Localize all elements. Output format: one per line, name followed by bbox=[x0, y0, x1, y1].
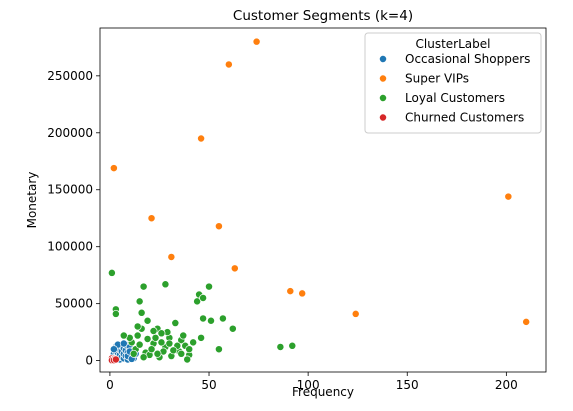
legend-label: Super VIPs bbox=[405, 72, 469, 86]
data-point bbox=[133, 322, 142, 331]
data-point bbox=[197, 333, 206, 342]
y-tick-label: 250000 bbox=[47, 69, 93, 83]
legend: ClusterLabel Occasional Shoppers Super VI… bbox=[364, 32, 542, 134]
legend-marker bbox=[379, 113, 387, 122]
x-axis-label: Frequency bbox=[292, 385, 354, 399]
data-point bbox=[252, 37, 261, 46]
x-tick-label: 100 bbox=[297, 378, 320, 392]
data-point bbox=[286, 287, 295, 296]
data-point bbox=[199, 294, 208, 302]
data-point bbox=[111, 309, 120, 318]
data-point bbox=[197, 134, 206, 143]
data-point bbox=[107, 268, 116, 277]
data-point bbox=[189, 338, 198, 347]
data-point bbox=[151, 333, 160, 342]
data-point bbox=[147, 214, 156, 223]
data-point bbox=[139, 353, 148, 362]
data-point bbox=[135, 340, 144, 349]
data-point bbox=[109, 164, 118, 173]
data-point bbox=[183, 355, 192, 364]
data-point bbox=[522, 317, 531, 326]
data-point bbox=[230, 264, 239, 273]
data-point bbox=[133, 331, 142, 340]
data-point bbox=[179, 331, 188, 340]
y-tick-label: 50000 bbox=[55, 297, 93, 311]
data-point bbox=[135, 297, 144, 306]
plot-points bbox=[107, 37, 531, 365]
y-axis-label: Monetary bbox=[25, 172, 39, 229]
y-axis: 0 50000 100000 150000 200000 250000 bbox=[47, 69, 100, 368]
y-tick-label: 150000 bbox=[47, 183, 93, 197]
data-point bbox=[149, 327, 158, 335]
data-point bbox=[504, 192, 513, 201]
legend-label: Occasional Shoppers bbox=[405, 52, 530, 66]
data-point bbox=[109, 345, 118, 354]
data-point bbox=[111, 355, 120, 364]
data-point bbox=[167, 253, 176, 261]
y-tick-label: 0 bbox=[85, 354, 93, 368]
data-point bbox=[193, 297, 202, 306]
legend-box bbox=[364, 32, 542, 134]
chart-title: Customer Segments (k=4) bbox=[233, 8, 413, 24]
data-point bbox=[214, 222, 223, 231]
data-point bbox=[224, 60, 233, 69]
data-point bbox=[147, 345, 156, 354]
x-axis: 0 50 100 150 200 bbox=[106, 372, 518, 392]
data-point bbox=[119, 339, 128, 348]
x-tick-label: 150 bbox=[396, 378, 419, 392]
data-point bbox=[288, 341, 297, 350]
y-tick-label: 100000 bbox=[47, 240, 93, 254]
data-point bbox=[129, 349, 138, 358]
data-point bbox=[161, 280, 170, 289]
data-point bbox=[169, 346, 178, 355]
data-point bbox=[157, 329, 166, 338]
x-tick-label: 0 bbox=[106, 378, 114, 392]
data-point bbox=[276, 342, 285, 351]
data-point bbox=[177, 349, 186, 358]
data-point bbox=[143, 335, 152, 343]
x-tick-label: 200 bbox=[495, 378, 518, 392]
legend-marker bbox=[379, 94, 387, 102]
data-point bbox=[207, 316, 215, 325]
data-point bbox=[351, 309, 360, 318]
data-point bbox=[165, 339, 174, 348]
data-point bbox=[157, 338, 166, 347]
data-point bbox=[137, 308, 146, 317]
data-point bbox=[171, 319, 180, 327]
data-point bbox=[199, 314, 208, 323]
data-point bbox=[153, 349, 162, 358]
legend-title: ClusterLabel bbox=[416, 37, 491, 51]
x-tick-label: 50 bbox=[201, 378, 216, 392]
y-tick-label: 200000 bbox=[47, 126, 93, 140]
data-point bbox=[205, 282, 213, 291]
legend-label: Loyal Customers bbox=[405, 91, 505, 105]
legend-marker bbox=[379, 55, 387, 63]
plot-frame bbox=[99, 27, 547, 373]
data-point bbox=[228, 324, 237, 333]
data-point bbox=[298, 289, 307, 298]
data-point bbox=[139, 282, 148, 291]
data-point bbox=[214, 345, 223, 354]
data-point bbox=[218, 314, 227, 323]
data-point bbox=[185, 345, 194, 354]
legend-marker bbox=[379, 74, 387, 83]
data-point bbox=[119, 331, 128, 340]
data-point bbox=[143, 316, 152, 325]
legend-label: Churned Customers bbox=[405, 111, 524, 125]
